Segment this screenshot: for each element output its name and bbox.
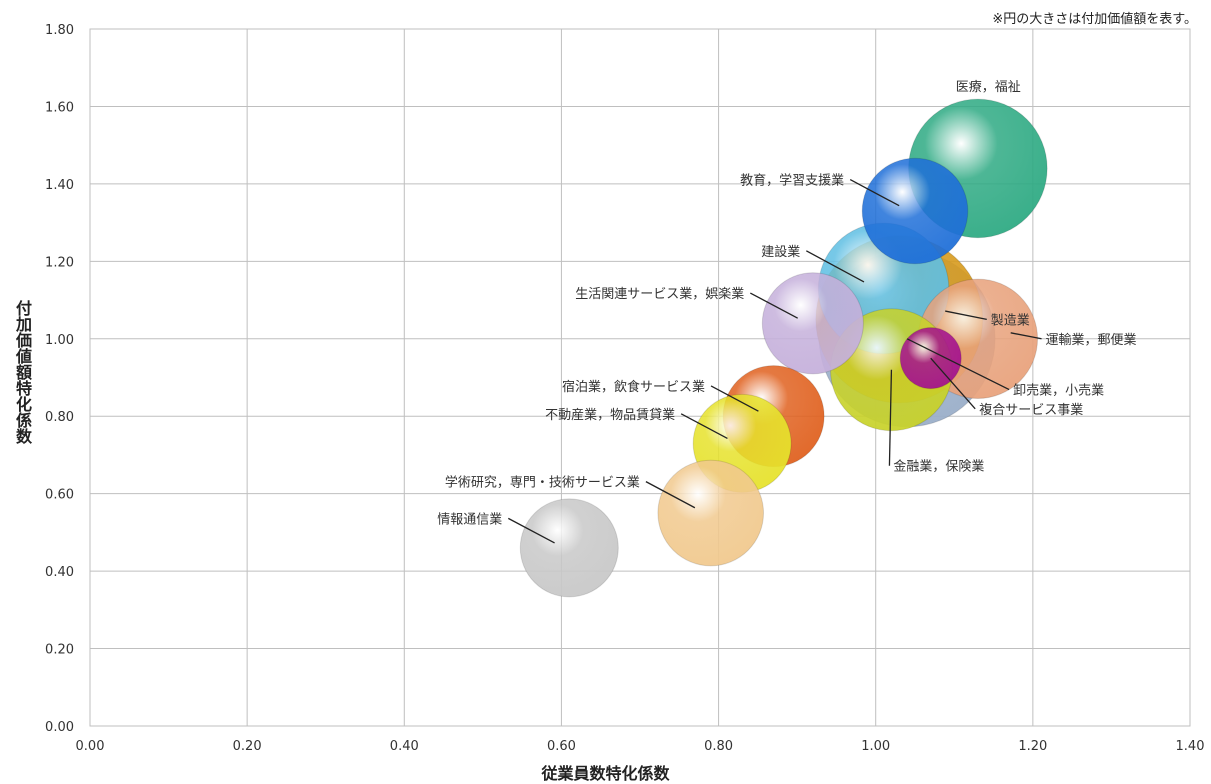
leader-line [1010, 332, 1042, 340]
bubble-label: 製造業 [991, 312, 1030, 328]
y-tick-label: 0.60 [45, 488, 74, 503]
bubble-label: 不動産業，物品賃貸業 [545, 407, 675, 423]
bubble-label: 生活関連サービス業，娯楽業 [575, 286, 744, 302]
leader-line [849, 179, 900, 207]
bubble-label: 学術研究，専門・技術サービス業 [445, 475, 640, 491]
leader-line [806, 250, 865, 283]
bubble-label: 医療，福祉 [956, 80, 1021, 95]
grid [89, 28, 1191, 727]
leader-line [710, 385, 759, 412]
leader-line [507, 517, 555, 544]
x-tick-label: 0.20 [233, 739, 262, 754]
leader-line [930, 357, 976, 410]
bubble-label: 卸売業，小売業 [1013, 383, 1104, 399]
x-tick-label: 1.40 [1176, 739, 1205, 754]
y-tick-label: 1.00 [45, 333, 74, 348]
leader-line [680, 413, 728, 440]
bubble-label: 教育，学習支援業 [740, 173, 844, 189]
y-tick-label: 0.40 [45, 565, 74, 580]
leader-line [906, 338, 1010, 391]
leader-line [888, 369, 893, 466]
bubble [861, 157, 969, 265]
y-tick-label: 1.60 [45, 100, 74, 115]
leader-line [945, 310, 987, 321]
bubble-label: 情報通信業 [437, 511, 502, 527]
y-tick-label: 1.80 [45, 23, 74, 38]
bubble [657, 459, 765, 567]
y-tick-label: 1.20 [45, 255, 74, 270]
bubble-label: 複合サービス事業 [979, 402, 1083, 418]
y-axis-title: 付加価値額特化係数 [13, 300, 32, 444]
bubbles [519, 98, 1048, 598]
y-tick-label: 0.20 [45, 643, 74, 658]
bubble [519, 498, 619, 598]
bubble-label: 金融業，保険業 [893, 459, 984, 475]
y-tick-label: 1.40 [45, 178, 74, 193]
x-tick-label: 0.80 [704, 739, 733, 754]
x-tick-label: 0.60 [547, 739, 576, 754]
bubble-label: 運輸業，郵便業 [1046, 332, 1137, 348]
x-tick-label: 0.40 [390, 739, 419, 754]
bubble-label: 建設業 [761, 244, 800, 260]
tick-labels: 0.00 0.20 0.40 0.60 0.80 1.00 1.20 1.40 0.00 0.20… [45, 23, 1204, 754]
bubble [761, 272, 864, 375]
leader-line [645, 481, 696, 509]
y-tick-label: 0.80 [45, 410, 74, 425]
size-note: ※円の大きさは付加価値額を表す。 [992, 12, 1197, 27]
x-axis-title: 従業員数特化係数 [541, 764, 670, 783]
leader-line [749, 292, 798, 319]
x-tick-label: 1.00 [861, 739, 890, 754]
leader-lines [507, 179, 1042, 544]
x-tick-label: 1.20 [1018, 739, 1047, 754]
x-tick-label: 0.00 [76, 739, 105, 754]
bubble-label: 宿泊業，飲食サービス業 [562, 379, 705, 395]
y-tick-label: 0.00 [45, 720, 74, 735]
